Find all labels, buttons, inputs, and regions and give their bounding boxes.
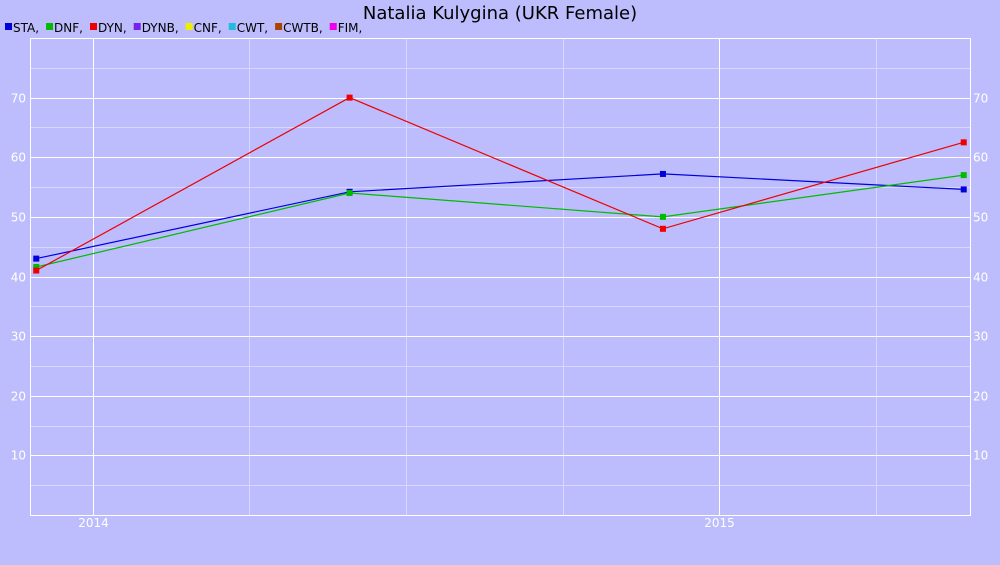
legend-swatch (5, 23, 12, 30)
y-tick-label-right: 50 (973, 211, 988, 225)
legend-label: STA, (13, 21, 39, 35)
data-point (659, 170, 666, 177)
plot-frame (30, 38, 971, 516)
data-point (346, 190, 353, 197)
x-tick-label: 2015 (704, 516, 735, 530)
minor-grid (30, 38, 970, 515)
legend-swatch (89, 23, 97, 30)
legend-swatch (275, 23, 283, 30)
y-tick-label-left: 30 (11, 330, 26, 344)
legend: STA, DNF, DYN, DYNB, CNF, CWT, CWTB, FIM, (5, 21, 362, 35)
data-point (659, 225, 666, 232)
data-point (33, 255, 40, 262)
legend-label: DNF, (54, 21, 83, 35)
legend-label: FIM, (338, 21, 363, 35)
y-tick-label-right: 30 (973, 330, 988, 344)
y-tick-label-left: 60 (11, 151, 26, 165)
data-point (960, 172, 967, 179)
chart-title: Natalia Kulygina (UKR Female) (363, 3, 637, 24)
y-tick-label-left: 70 (11, 92, 26, 106)
series-line (36, 174, 964, 268)
y-tick-label-right: 10 (973, 449, 988, 463)
series-line (36, 173, 964, 260)
data-point (33, 267, 40, 274)
legend-label: CNF, (194, 21, 222, 35)
legend-label: CWTB, (283, 21, 323, 35)
legend-swatch (228, 23, 236, 30)
plot-area: 10 10 20 20 30 30 40 40 50 50 60 60 70 70 2014 2015 (11, 38, 988, 530)
legend-label: DYN, (98, 21, 127, 35)
y-tick-label-right: 60 (973, 151, 988, 165)
legend-label: DYNB, (142, 21, 179, 35)
data-point (346, 94, 353, 101)
data-point (659, 213, 666, 220)
series-dnf (33, 172, 967, 270)
y-tick-label-right: 70 (973, 92, 988, 106)
y-tick-label-right: 40 (973, 271, 988, 285)
y-tick-label-left: 20 (11, 390, 26, 404)
y-tick-label-left: 40 (11, 271, 26, 285)
data-point (33, 263, 40, 270)
y-tick-label-left: 50 (11, 211, 26, 225)
y-tick-label-left: 10 (11, 449, 26, 463)
legend-swatch (185, 23, 193, 30)
series-line (36, 96, 964, 272)
legend-label: CWT, (237, 21, 268, 35)
series-sta (33, 170, 967, 262)
y-tick-label-right: 20 (973, 390, 988, 404)
data-point (960, 139, 967, 146)
data-point (960, 186, 967, 193)
series-dyn (33, 94, 967, 274)
x-tick-label: 2014 (78, 516, 109, 530)
major-grid (30, 38, 970, 515)
legend-swatch (329, 23, 337, 30)
legend-swatch (133, 23, 141, 30)
legend-swatch (46, 23, 54, 30)
